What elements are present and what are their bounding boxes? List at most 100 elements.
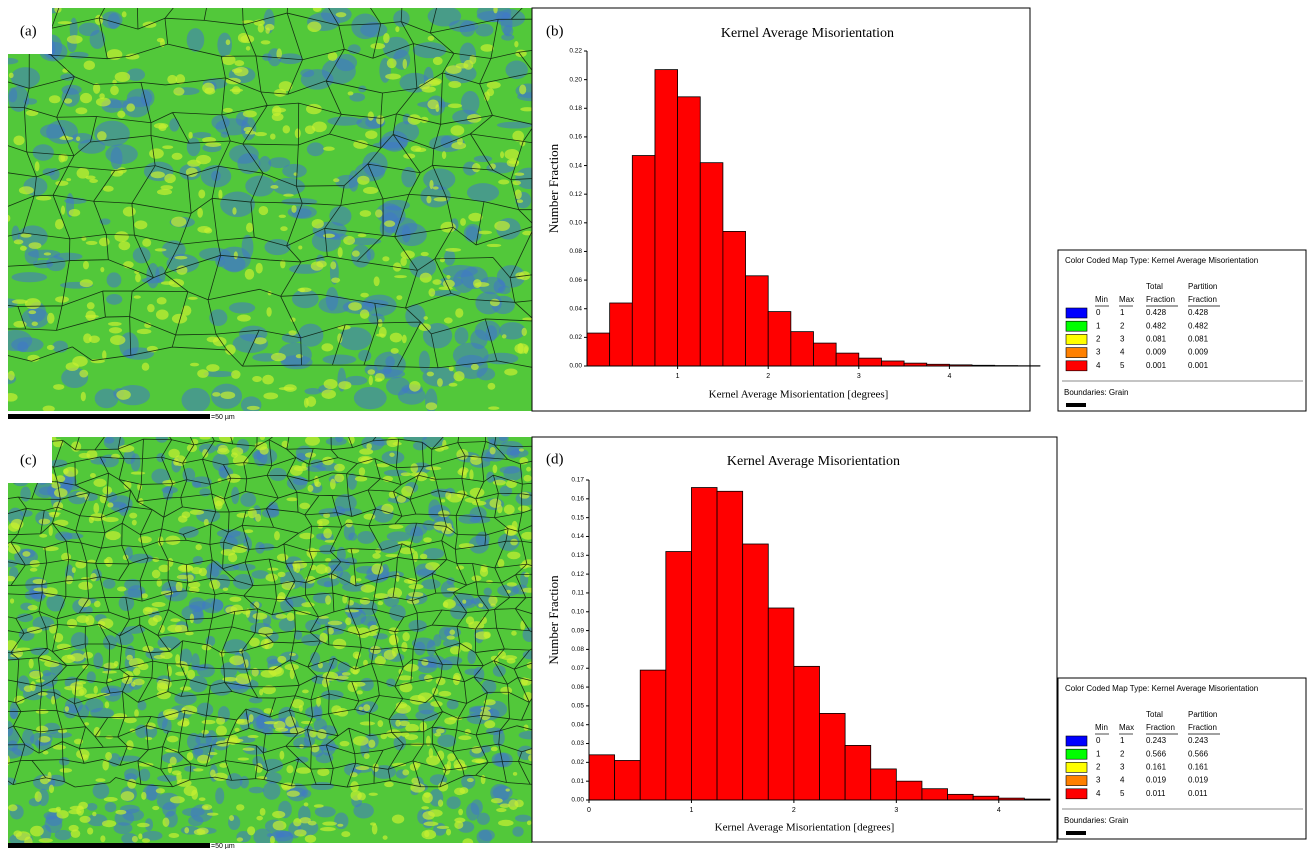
map-yellow-region [151, 569, 161, 579]
map-blue-region [209, 560, 222, 577]
y-tick-label: 0.12 [569, 191, 582, 198]
map-yellow-region [520, 107, 532, 112]
legend-boundaries: Boundaries: Grain [1064, 816, 1128, 825]
map-yellow-region [371, 563, 384, 575]
legend-box [1057, 677, 1307, 840]
map-yellow-region [459, 787, 469, 794]
map-yellow-region [478, 603, 484, 608]
map-yellow-region [273, 720, 286, 730]
map-blue-region [268, 501, 279, 511]
map-blue-region [498, 437, 508, 442]
map-yellow-region [252, 375, 262, 383]
map-yellow-region [240, 34, 255, 44]
map-yellow-region [259, 807, 266, 816]
map-blue-region [220, 131, 229, 138]
map-yellow-region [504, 368, 518, 376]
map-blue-region [422, 520, 436, 531]
map-yellow-region [158, 564, 170, 573]
map-yellow-region [85, 314, 99, 318]
map-yellow-region [102, 759, 109, 771]
map-yellow-region [286, 497, 298, 502]
map-yellow-region [89, 178, 99, 184]
map-blue-region [486, 727, 504, 735]
map-yellow-region [78, 581, 93, 591]
legend-swatch [1065, 307, 1088, 319]
map-yellow-region [399, 547, 415, 555]
map-yellow-region [348, 302, 362, 311]
map-yellow-region [179, 686, 192, 691]
map-blue-region [469, 506, 487, 521]
map-yellow-region [305, 437, 321, 446]
map-yellow-region [433, 197, 448, 202]
legend-swatch [1065, 735, 1088, 747]
map-yellow-region [184, 663, 189, 674]
x-tick-label: 3 [894, 807, 898, 814]
map-yellow-region [401, 641, 408, 652]
map-yellow-region [521, 587, 532, 593]
map-yellow-region [422, 811, 435, 820]
y-axis-label: Number Fraction [546, 143, 561, 233]
chart-title: Kernel Average Misorientation [727, 454, 900, 469]
map-yellow-region [197, 207, 203, 218]
map-yellow-region [403, 153, 416, 159]
map-blue-region [393, 735, 407, 751]
map-yellow-region [188, 581, 201, 589]
map-yellow-region [409, 695, 426, 705]
legend-header: Fraction [1188, 295, 1217, 304]
map-yellow-region [355, 765, 370, 771]
map-blue-region [78, 22, 100, 37]
map-yellow-region [419, 553, 428, 560]
map-yellow-region [454, 817, 466, 823]
legend-cell: 1 [1120, 308, 1125, 317]
map-yellow-region [231, 447, 244, 456]
map-blue-region [228, 302, 256, 314]
map-yellow-region [500, 151, 505, 159]
map-yellow-region [368, 792, 378, 796]
map-yellow-region [486, 88, 495, 97]
map-yellow-region [470, 455, 483, 466]
map-yellow-region [93, 478, 107, 487]
map-yellow-region [311, 218, 324, 229]
map-blue-region [422, 322, 453, 349]
map-yellow-region [423, 316, 428, 320]
map-yellow-region [121, 11, 127, 18]
map-yellow-region [76, 167, 90, 179]
map-yellow-region [471, 575, 482, 582]
map-blue-region [315, 752, 334, 764]
y-tick-label: 0.08 [569, 248, 582, 255]
map-yellow-region [395, 703, 412, 714]
map-blue-region [203, 370, 234, 378]
map-yellow-region [390, 347, 399, 354]
map-yellow-region [168, 832, 180, 838]
map-yellow-region [411, 777, 420, 785]
map-yellow-region [66, 618, 78, 629]
map-yellow-region [449, 645, 461, 655]
map-yellow-region [126, 740, 134, 751]
map-yellow-region [363, 186, 379, 195]
map-blue-region [192, 556, 204, 565]
map-yellow-region [475, 759, 485, 764]
map-yellow-region [496, 807, 507, 813]
map-yellow-region [395, 719, 401, 727]
map-yellow-region [8, 370, 15, 381]
map-yellow-region [28, 658, 34, 669]
map-yellow-region [114, 71, 131, 83]
map-blue-region [105, 144, 138, 165]
map-yellow-region [385, 553, 400, 558]
map-yellow-region [213, 495, 225, 507]
map-yellow-region [162, 479, 176, 486]
map-yellow-region [277, 571, 286, 578]
map-blue-region [61, 87, 80, 107]
map-blue-region [8, 721, 14, 737]
map-yellow-region [278, 81, 293, 92]
map-yellow-region [274, 530, 280, 541]
map-blue-region [192, 131, 212, 139]
map-yellow-region [27, 604, 38, 611]
map-yellow-region [310, 549, 321, 553]
map-yellow-region [236, 512, 249, 518]
map-blue-region [465, 226, 479, 241]
legend-swatch [1065, 334, 1088, 345]
map-blue-region [216, 529, 241, 538]
legend-cell: 2 [1120, 321, 1125, 330]
y-tick-label: 0.02 [569, 334, 582, 341]
